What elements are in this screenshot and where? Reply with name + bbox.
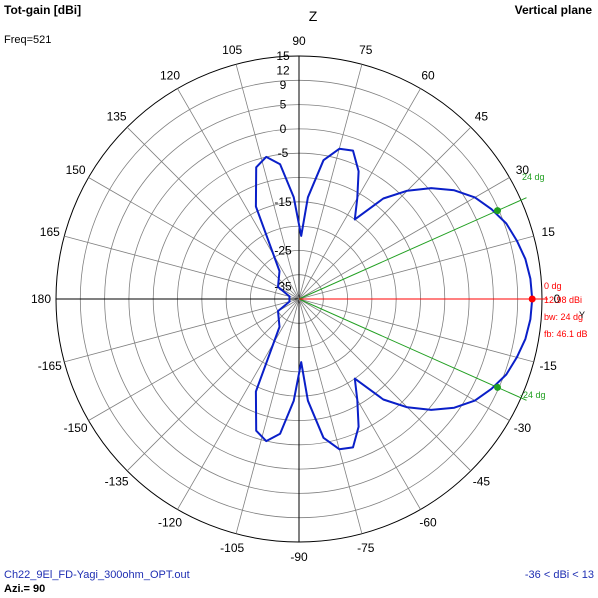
angle-labels: 9075604530150-15-30-45-60-75-90-105-120-… (31, 8, 561, 564)
radial-tick-label: 5 (280, 98, 287, 112)
angle-tick-label: -90 (290, 550, 308, 564)
grid-spoke (298, 298, 534, 363)
y-axis-label: Y (579, 310, 585, 320)
angle-tick-label: 150 (66, 163, 86, 177)
grid-spoke (126, 298, 300, 472)
angle-tick-label: -60 (419, 515, 437, 529)
grid-spoke (177, 298, 300, 510)
angle-tick-label: -75 (357, 541, 375, 555)
max-angle-label: 0 dg (544, 281, 562, 291)
angle-tick-label: 30 (516, 163, 530, 177)
gain-pattern-curve (254, 147, 534, 451)
angle-tick-label: -45 (473, 474, 491, 488)
grid-spoke (298, 298, 363, 534)
front-back-label: fb: 46.1 dB (544, 329, 588, 339)
angle-tick-label: 135 (107, 110, 127, 124)
radial-tick-label: 12 (276, 64, 290, 78)
grid-spoke (126, 126, 300, 300)
radial-tick-label: -5 (278, 146, 289, 160)
grid-spoke (64, 298, 300, 363)
angle-tick-label: -15 (540, 359, 558, 373)
grid-spoke (298, 298, 421, 510)
radial-tick-label: -25 (274, 243, 292, 257)
angle-tick-label: 45 (475, 110, 489, 124)
angle-tick-label: -105 (220, 541, 244, 555)
range-label: -36 < dBi < 13 (524, 569, 594, 581)
beamwidth-label: bw: 24 dg (544, 312, 583, 322)
angle-tick-label: 90 (292, 34, 306, 48)
angle-tick-label: -165 (38, 359, 62, 373)
radial-tick-label: 15 (276, 49, 290, 63)
angle-tick-label: -120 (158, 515, 182, 529)
angle-tick-label: 105 (222, 43, 242, 57)
grid-spoke (177, 88, 300, 300)
beam-marker-upper (494, 207, 501, 215)
frequency-label: Freq=521 (4, 34, 52, 46)
grid-spoke (298, 126, 472, 300)
grid-spoke (298, 64, 363, 300)
grid-spoke (64, 235, 300, 300)
angle-tick-label: -30 (514, 421, 532, 435)
angle-tick-label: 165 (40, 225, 60, 239)
filename-label: Ch22_9El_FD-Yagi_300ohm_OPT.out (4, 569, 190, 581)
plane-title: Vertical plane (514, 3, 592, 17)
radial-tick-label: -15 (274, 195, 292, 209)
grid-spoke (298, 235, 534, 300)
grid-spoke (298, 298, 472, 472)
angle-tick-label: 180 (31, 292, 51, 306)
beam-upper-label: 24 dg (522, 172, 545, 182)
grid-spoke (235, 64, 300, 300)
grid-spoke (298, 177, 510, 300)
angle-tick-label: 15 (542, 225, 556, 239)
grid-spoke (298, 88, 421, 300)
angle-tick-label: -135 (105, 474, 129, 488)
beam-line-lower (298, 298, 527, 401)
grid-spoke (88, 298, 300, 421)
beam-lower-label: -24 dg (520, 390, 546, 400)
angle-tick-label: 120 (160, 69, 180, 83)
angle-tick-label: 0 (554, 292, 561, 306)
z-axis-label: Z (309, 8, 318, 24)
radial-tick-label: 9 (280, 78, 287, 92)
grid-spoke (235, 298, 300, 534)
azimuth-label: Azi.= 90 (4, 583, 46, 595)
grid-spoke (298, 298, 510, 421)
max-gain-value: 12.98 dBi (544, 295, 582, 305)
radial-tick-label: 0 (280, 122, 287, 136)
angle-tick-label: 75 (359, 43, 373, 57)
annotations: 24 dg -24 dg 0 dg 12.98 dBi bw: 24 dg fb: 46.… (298, 172, 588, 401)
beam-marker-lower (494, 383, 501, 391)
grid-spoke (88, 177, 300, 300)
beam-line-upper (298, 197, 527, 300)
angle-tick-label: -150 (64, 421, 88, 435)
max-gain-marker (528, 295, 536, 303)
chart-title: Tot-gain [dBi] (4, 3, 82, 17)
angle-tick-label: 60 (421, 69, 435, 83)
pattern-layer (254, 147, 534, 451)
